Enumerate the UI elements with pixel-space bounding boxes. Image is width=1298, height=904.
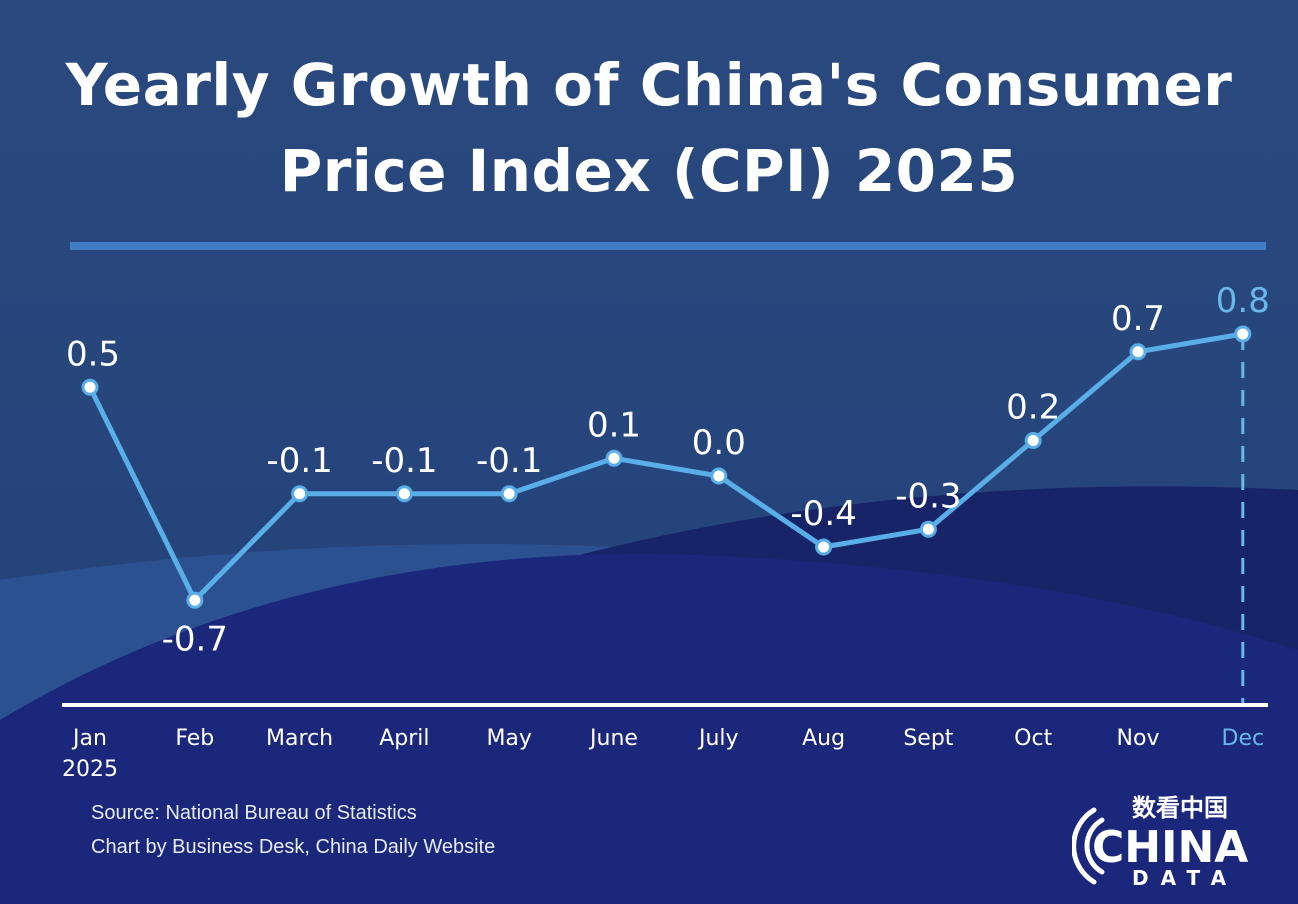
logo-cn: 数看中国 bbox=[1132, 794, 1228, 822]
x-tick-label: April bbox=[379, 726, 429, 751]
data-point bbox=[710, 467, 728, 485]
china-data-logo: 数看中国 CHINA DATA bbox=[1072, 790, 1262, 890]
data-label: -0.1 bbox=[476, 441, 542, 481]
x-tick-label: Oct bbox=[1014, 726, 1052, 751]
data-label: 0.8 bbox=[1216, 281, 1270, 321]
title-line-2: Price Index (CPI) 2025 bbox=[279, 137, 1019, 205]
x-tick-label: Jan bbox=[71, 726, 107, 751]
data-label: -0.3 bbox=[895, 476, 961, 516]
x-tick-label: Feb bbox=[175, 726, 214, 751]
source-note: Source: National Bureau of Statistics bbox=[91, 802, 417, 824]
data-label: -0.7 bbox=[162, 619, 228, 659]
logo-data: DATA bbox=[1132, 866, 1238, 890]
data-point bbox=[81, 378, 99, 396]
title-line-1: Yearly Growth of China's Consumer bbox=[65, 51, 1233, 119]
credit-note: Chart by Business Desk, China Daily Webs… bbox=[91, 836, 496, 858]
x-tick-label: Nov bbox=[1117, 726, 1160, 751]
data-label: 0.2 bbox=[1006, 388, 1060, 428]
data-label: -0.4 bbox=[790, 494, 856, 534]
x-tick-label: March bbox=[266, 726, 333, 751]
x-tick-label: Sept bbox=[903, 726, 953, 751]
data-point bbox=[1129, 343, 1147, 361]
data-point bbox=[1024, 432, 1042, 449]
data-label: 0.7 bbox=[1111, 299, 1165, 339]
series-line bbox=[87, 331, 1244, 603]
x-tick-label: July bbox=[697, 726, 739, 751]
data-label: -0.1 bbox=[266, 441, 332, 481]
data-point bbox=[1234, 325, 1252, 343]
data-point bbox=[815, 538, 833, 556]
data-point bbox=[919, 520, 937, 538]
logo-arcs-icon: 数看中国 CHINA DATA bbox=[1072, 794, 1248, 890]
chart-title: Yearly Growth of China's Consumer Price … bbox=[0, 42, 1298, 214]
x-tick-label: Aug bbox=[802, 726, 845, 751]
x-tick-sublabel: 2025 bbox=[62, 757, 118, 782]
logo-china: CHINA bbox=[1092, 822, 1248, 873]
data-point bbox=[500, 485, 518, 503]
data-label: 0.5 bbox=[66, 334, 120, 374]
data-label: 0.1 bbox=[587, 405, 641, 445]
data-label: 0.0 bbox=[692, 423, 746, 463]
x-tick-label: Dec bbox=[1222, 726, 1265, 751]
data-label: -0.1 bbox=[371, 441, 437, 481]
x-tick-label: June bbox=[588, 726, 638, 751]
data-point bbox=[186, 591, 204, 609]
data-point bbox=[291, 485, 309, 503]
data-point bbox=[605, 449, 623, 467]
data-point bbox=[395, 485, 413, 503]
x-tick-label: May bbox=[486, 726, 531, 751]
